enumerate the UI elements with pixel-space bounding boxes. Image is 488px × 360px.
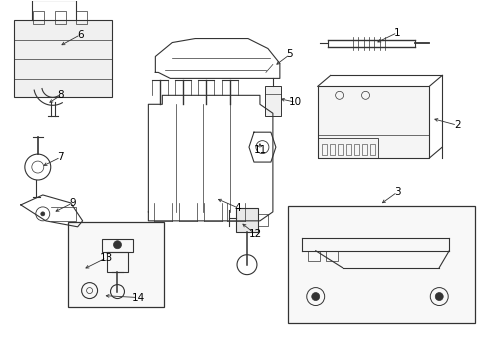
Bar — [33, 11, 44, 24]
Bar — [67, 222, 164, 306]
Text: 14: 14 — [132, 293, 145, 302]
Text: 10: 10 — [288, 97, 302, 107]
Text: 3: 3 — [393, 187, 400, 197]
Bar — [307, 251, 319, 261]
Circle shape — [311, 293, 319, 301]
Bar — [236, 208, 258, 232]
Text: 8: 8 — [57, 90, 64, 100]
Text: 9: 9 — [69, 198, 76, 208]
Circle shape — [434, 293, 442, 301]
Text: 6: 6 — [77, 30, 84, 40]
Bar — [353, 144, 358, 155]
Bar — [317, 138, 377, 158]
Bar — [321, 144, 326, 155]
Bar — [76, 11, 86, 24]
Bar — [106, 252, 128, 272]
Text: 4: 4 — [234, 203, 241, 213]
Text: 5: 5 — [286, 49, 292, 59]
Bar — [258, 214, 267, 226]
Bar — [361, 144, 366, 155]
Bar — [329, 144, 334, 155]
Bar — [325, 251, 337, 261]
Bar — [102, 239, 133, 252]
Text: 11: 11 — [253, 145, 266, 155]
Text: 2: 2 — [453, 120, 460, 130]
Bar — [55, 11, 65, 24]
Bar — [345, 144, 350, 155]
Circle shape — [113, 241, 121, 249]
Bar — [287, 206, 474, 323]
Bar — [14, 20, 111, 97]
Bar — [337, 144, 343, 155]
Circle shape — [41, 212, 45, 216]
Bar — [264, 86, 280, 116]
Text: 1: 1 — [393, 28, 400, 37]
Text: 7: 7 — [57, 152, 64, 162]
Text: 12: 12 — [248, 229, 261, 239]
Bar — [317, 86, 428, 158]
Text: 13: 13 — [100, 253, 113, 263]
Bar — [369, 144, 374, 155]
